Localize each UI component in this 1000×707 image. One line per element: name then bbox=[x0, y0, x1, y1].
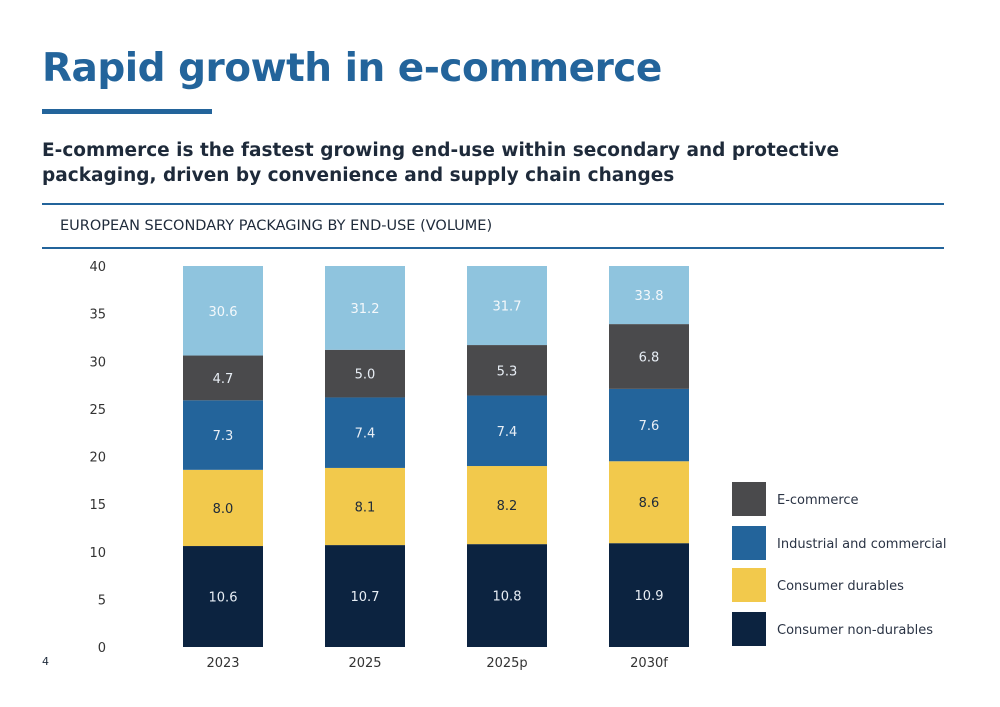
total-segment bbox=[609, 266, 689, 325]
y-tick-label: 35 bbox=[89, 308, 106, 323]
page-number: 4 bbox=[42, 655, 49, 668]
total-segment bbox=[467, 266, 547, 346]
y-tick-label: 10 bbox=[89, 546, 106, 561]
bar-segment bbox=[609, 324, 689, 389]
chart-top-rule bbox=[42, 203, 944, 205]
total-label: 31.7 bbox=[493, 300, 522, 315]
y-tick-label: 5 bbox=[98, 593, 106, 608]
page-title: Rapid growth in e-commerce bbox=[42, 46, 662, 91]
legend-label: E-commerce bbox=[777, 493, 859, 508]
bar-segment bbox=[609, 388, 689, 462]
bar-segment bbox=[467, 345, 547, 396]
data-label: 4.7 bbox=[213, 372, 234, 387]
data-label: 7.6 bbox=[639, 419, 660, 434]
data-label: 10.6 bbox=[209, 591, 238, 606]
bar-segment bbox=[609, 461, 689, 544]
bar-segment bbox=[183, 355, 263, 401]
data-label: 6.8 bbox=[639, 350, 660, 365]
bar-segment bbox=[325, 349, 405, 398]
legend-label: Industrial and commercial bbox=[777, 537, 947, 552]
chart-title: EUROPEAN SECONDARY PACKAGING BY END-USE … bbox=[60, 218, 493, 234]
data-label: 5.0 bbox=[355, 368, 376, 383]
y-tick-label: 0 bbox=[98, 641, 106, 656]
x-tick-label: 2025p bbox=[486, 656, 527, 671]
data-label: 10.7 bbox=[351, 590, 380, 605]
bar-segment bbox=[325, 545, 405, 647]
y-tick-label: 15 bbox=[89, 498, 106, 513]
bar-segment bbox=[467, 466, 547, 545]
total-label: 30.6 bbox=[209, 305, 238, 320]
bar-segment bbox=[467, 395, 547, 467]
total-segment bbox=[325, 266, 405, 350]
legend-swatch bbox=[732, 526, 766, 560]
data-label: 7.3 bbox=[213, 429, 234, 444]
bar-segment bbox=[183, 400, 263, 470]
bar-segment bbox=[325, 467, 405, 546]
y-tick-label: 30 bbox=[89, 355, 106, 370]
bar-segment bbox=[467, 544, 547, 647]
bar-segment bbox=[325, 397, 405, 468]
bar-segment bbox=[183, 546, 263, 647]
data-label: 10.8 bbox=[493, 590, 522, 605]
data-label: 7.4 bbox=[497, 425, 518, 440]
x-tick-label: 2025 bbox=[348, 656, 381, 671]
y-tick-label: 40 bbox=[89, 260, 106, 275]
data-label: 8.6 bbox=[639, 496, 660, 511]
data-label: 8.1 bbox=[355, 501, 376, 516]
total-label: 31.2 bbox=[351, 302, 380, 317]
legend-swatch bbox=[732, 482, 766, 516]
data-label: 10.9 bbox=[635, 589, 664, 604]
page-subtitle: E-commerce is the fastest growing end-us… bbox=[42, 140, 840, 186]
data-label: 8.2 bbox=[497, 499, 518, 514]
total-segment bbox=[183, 266, 263, 356]
total-label: 33.8 bbox=[635, 289, 664, 304]
data-label: 8.0 bbox=[213, 502, 234, 517]
legend-label: Consumer non-durables bbox=[777, 623, 933, 638]
legend-label: Consumer durables bbox=[777, 579, 904, 594]
data-label: 5.3 bbox=[497, 364, 518, 379]
data-label: 7.4 bbox=[355, 427, 376, 442]
x-tick-label: 2023 bbox=[206, 656, 239, 671]
bar-segment bbox=[183, 469, 263, 547]
x-tick-label: 2030f bbox=[630, 656, 668, 671]
title-underline bbox=[42, 109, 212, 114]
y-tick-label: 25 bbox=[89, 403, 106, 418]
chart-title-rule bbox=[42, 247, 944, 249]
y-tick-label: 20 bbox=[89, 451, 106, 466]
legend-swatch bbox=[732, 612, 766, 646]
legend-swatch bbox=[732, 568, 766, 602]
bar-segment bbox=[609, 543, 689, 647]
